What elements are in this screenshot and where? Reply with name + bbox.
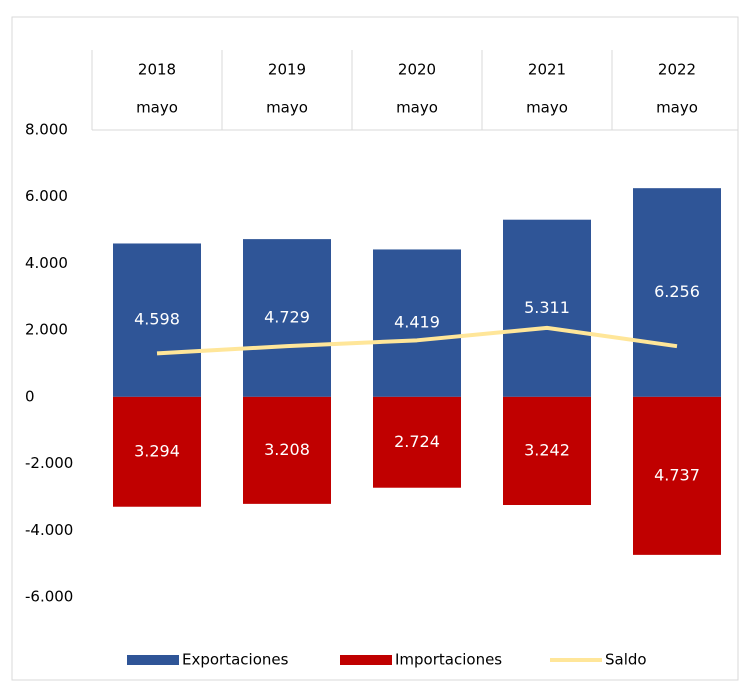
bar [113,396,201,507]
y-tick-label: 2.000 [25,321,68,339]
bar [503,396,591,506]
data-label: 6.256 [654,282,700,301]
y-tick-label: 6.000 [25,187,68,205]
y-tick-label: 4.000 [25,254,68,272]
x-tick-sublabel: mayo [266,99,308,117]
data-label: 2.724 [394,432,440,451]
bar [373,249,461,397]
data-label: 4.729 [264,307,310,326]
legend-label: Exportaciones [182,651,289,669]
legend-swatch [127,655,179,665]
bar [503,219,591,397]
y-tick-label: -6.000 [25,588,73,606]
x-tick-sublabel: mayo [656,99,698,117]
y-tick-label: 0 [25,387,35,405]
data-label: 3.242 [524,440,570,459]
bar [633,396,721,555]
data-label: 3.294 [134,441,180,460]
bar [373,396,461,488]
bar [243,396,331,504]
x-tick-label: 2018 [138,61,176,79]
x-tick-sublabel: mayo [526,99,568,117]
y-tick-label: -4.000 [25,521,73,539]
x-tick-label: 2019 [268,61,306,79]
data-label: 5.311 [524,298,570,317]
legend-label: Saldo [605,651,647,669]
x-tick-label: 2021 [528,61,566,79]
y-tick-label: -2.000 [25,454,73,472]
data-label: 4.598 [134,310,180,329]
x-tick-sublabel: mayo [136,99,178,117]
bar [633,188,721,397]
bar [113,243,201,397]
bar [243,239,331,397]
y-tick-label: 8.000 [25,121,68,139]
data-label: 4.737 [654,465,700,484]
data-label: 4.419 [394,313,440,332]
x-tick-label: 2020 [398,61,436,79]
line [156,325,678,356]
x-tick-sublabel: mayo [396,99,438,117]
legend-swatch [340,655,392,665]
data-label: 3.208 [264,440,310,459]
x-tick-label: 2022 [658,61,696,79]
legend-label: Importaciones [395,651,502,669]
